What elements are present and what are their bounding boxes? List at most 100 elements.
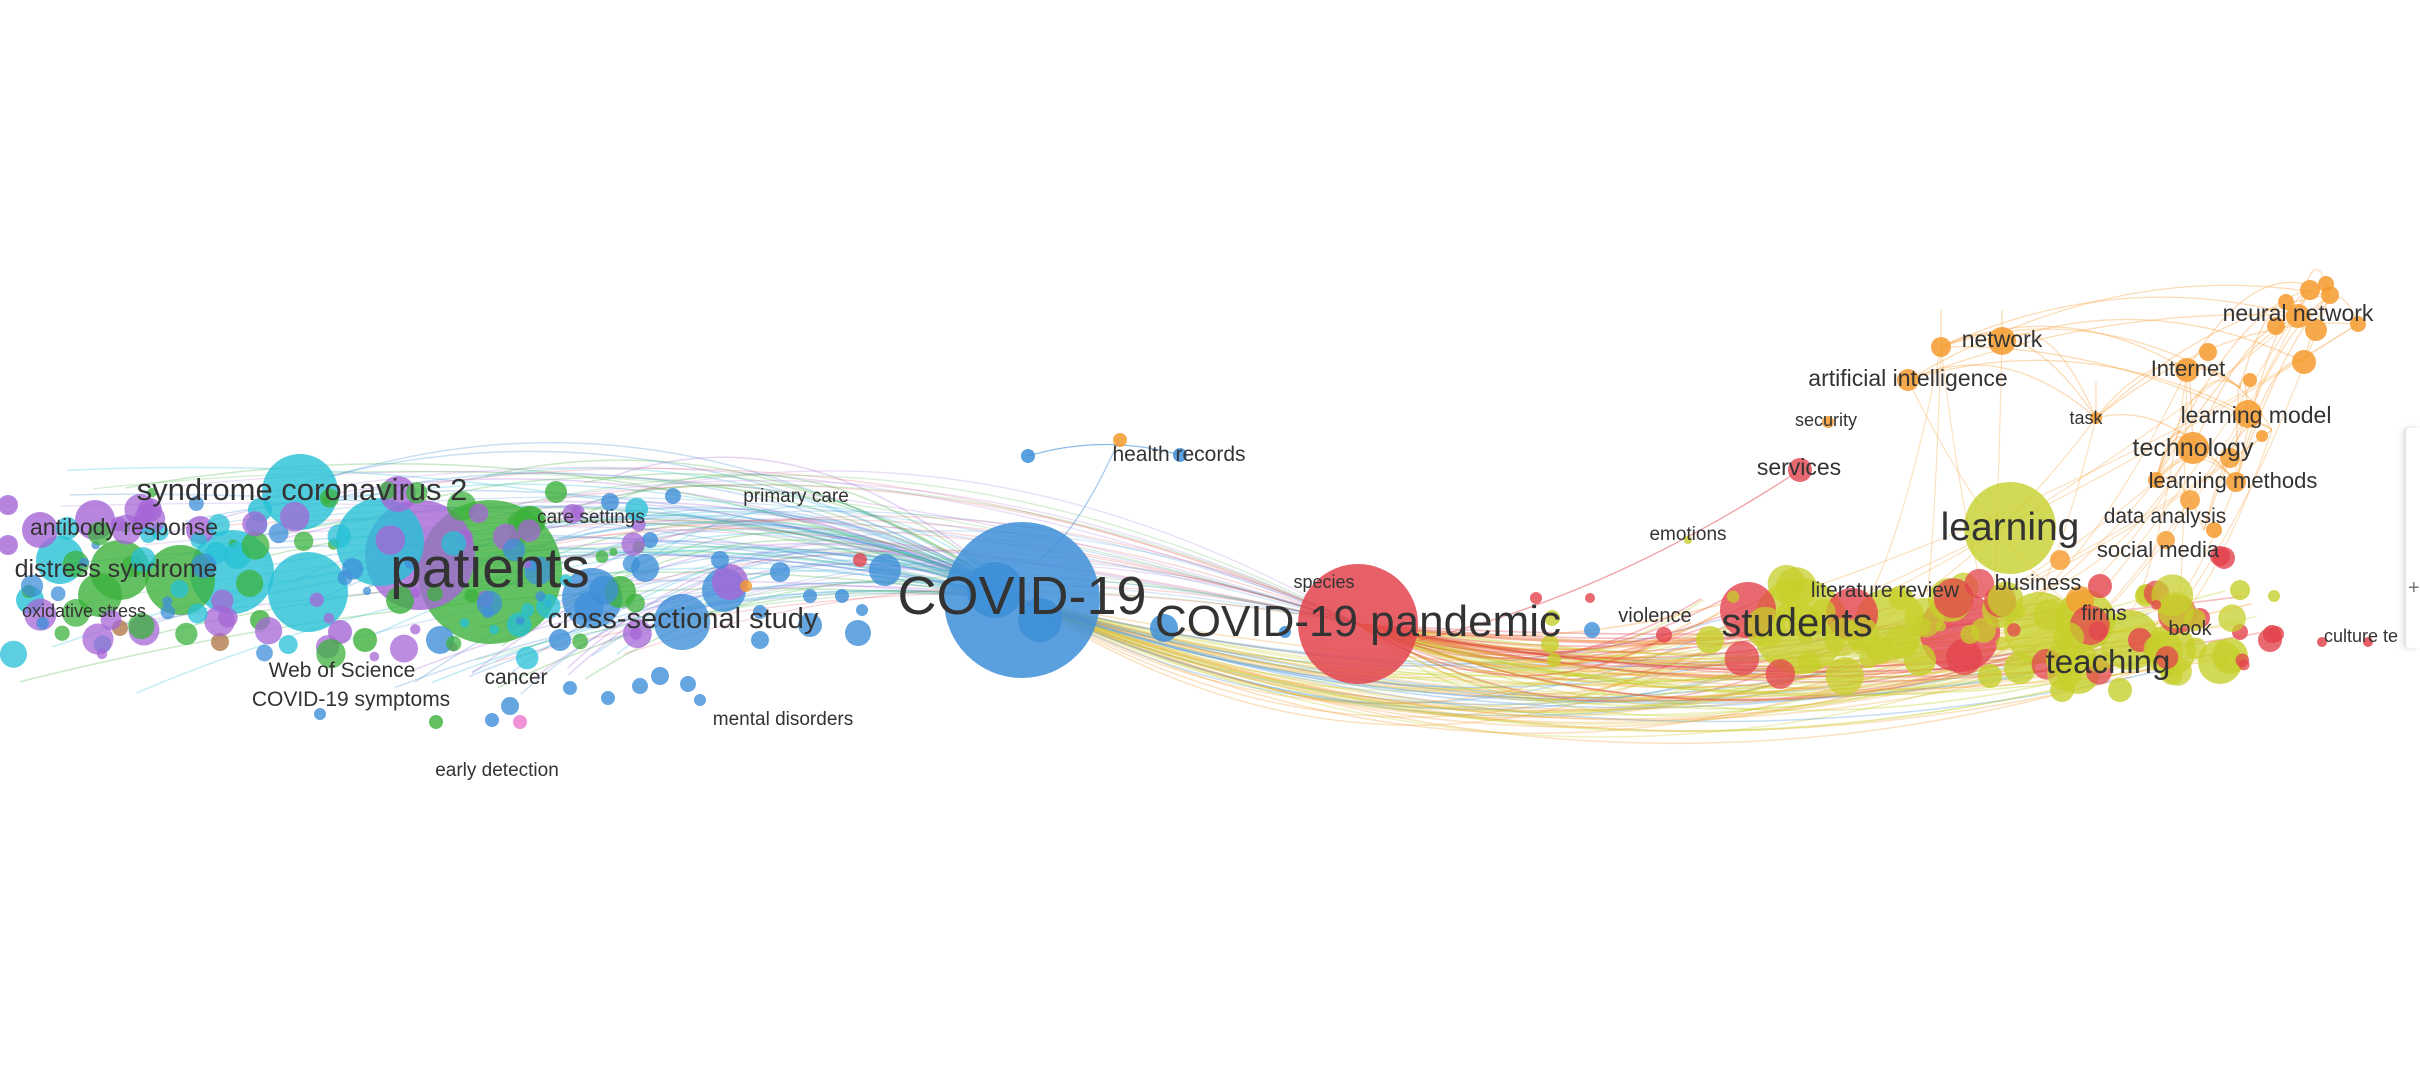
keyword-node[interactable]	[1767, 564, 1806, 603]
keyword-node[interactable]	[629, 627, 643, 640]
keyword-node[interactable]	[309, 592, 324, 607]
keyword-node[interactable]	[535, 591, 546, 602]
keyword-node[interactable]	[1584, 622, 1600, 638]
keyword-node[interactable]	[2256, 430, 2268, 442]
keyword-node[interactable]	[2318, 276, 2334, 292]
keyword-node[interactable]	[770, 562, 790, 582]
keyword-node[interactable]	[2268, 590, 2280, 602]
label-web-of-science[interactable]: Web of Science	[269, 659, 416, 682]
keyword-node[interactable]	[2108, 678, 2132, 702]
keyword-node[interactable]	[1897, 369, 1919, 391]
keyword-node[interactable]	[353, 628, 377, 652]
keyword-node[interactable]	[642, 532, 658, 548]
keyword-node[interactable]	[481, 606, 495, 619]
keyword-node[interactable]	[1021, 449, 1035, 463]
keyword-node[interactable]	[323, 612, 335, 624]
keyword-node[interactable]	[562, 504, 583, 524]
keyword-node[interactable]	[390, 634, 419, 663]
keyword-node[interactable]	[386, 586, 414, 614]
keyword-node[interactable]	[2183, 608, 2206, 631]
keyword-node[interactable]	[2047, 656, 2082, 691]
keyword-node[interactable]	[1530, 592, 1542, 604]
keyword-node[interactable]	[100, 609, 122, 631]
keyword-node[interactable]	[711, 551, 729, 569]
keyword-node[interactable]	[279, 502, 310, 532]
keyword-node[interactable]	[78, 573, 122, 617]
keyword-node[interactable]	[327, 524, 352, 548]
keyword-node[interactable]	[1946, 638, 1983, 675]
health-records-node[interactable]	[1173, 448, 1187, 462]
keyword-node[interactable]	[2235, 653, 2250, 668]
keyword-node[interactable]	[130, 547, 156, 572]
label-security[interactable]: security	[1795, 410, 1857, 430]
keyword-node[interactable]	[501, 697, 519, 715]
keyword-node[interactable]	[1825, 656, 1864, 696]
keyword-node[interactable]	[0, 535, 18, 555]
keyword-node[interactable]	[621, 532, 645, 556]
keyword-node[interactable]	[2263, 625, 2281, 643]
keyword-node[interactable]	[322, 495, 332, 505]
keyword-node[interactable]	[62, 599, 90, 627]
label-cross-sectional-study[interactable]: cross-sectional study	[548, 603, 819, 635]
keyword-node[interactable]	[1987, 581, 2024, 618]
keyword-node[interactable]	[2292, 350, 2316, 374]
keyword-node[interactable]	[316, 638, 346, 669]
keyword-node[interactable]	[665, 488, 681, 504]
keyword-node[interactable]	[1724, 641, 1760, 676]
keyword-node[interactable]	[241, 531, 270, 560]
keyword-node[interactable]	[2175, 358, 2199, 382]
keyword-node[interactable]	[459, 618, 470, 628]
keyword-node[interactable]	[1995, 636, 2010, 651]
keyword-node[interactable]	[680, 676, 696, 692]
label-covid19-pandemic[interactable]: COVID-19 pandemic	[1155, 597, 1561, 646]
keyword-node[interactable]	[2317, 637, 2327, 647]
keyword-node[interactable]	[2234, 400, 2262, 428]
keyword-node[interactable]	[1585, 593, 1595, 603]
keyword-node[interactable]	[515, 616, 525, 626]
covid19-node[interactable]	[944, 522, 1100, 678]
keyword-node[interactable]	[410, 588, 421, 599]
keyword-node[interactable]	[111, 514, 142, 545]
keyword-node[interactable]	[2087, 649, 2112, 674]
keyword-node[interactable]	[1964, 482, 2056, 574]
keyword-node[interactable]	[134, 503, 166, 535]
keyword-node[interactable]	[2305, 319, 2327, 341]
keyword-node[interactable]	[147, 487, 157, 498]
keyword-node[interactable]	[2286, 304, 2310, 328]
keyword-node[interactable]	[337, 570, 353, 586]
keyword-node[interactable]	[1933, 578, 1974, 619]
keyword-node[interactable]	[1788, 458, 1812, 482]
keyword-node[interactable]	[601, 493, 619, 511]
keyword-node[interactable]	[2177, 432, 2209, 464]
keyword-node[interactable]	[869, 554, 901, 586]
label-learning[interactable]: learning	[1941, 506, 2080, 549]
label-book[interactable]: book	[2168, 618, 2212, 640]
keyword-node[interactable]	[2088, 574, 2112, 598]
keyword-node[interactable]	[406, 482, 428, 504]
keyword-node[interactable]	[1150, 614, 1178, 642]
label-teaching[interactable]: teaching	[2046, 643, 2171, 680]
keyword-node[interactable]	[1765, 659, 1796, 689]
label-antibody-response[interactable]: antibody response	[30, 514, 218, 540]
keyword-node[interactable]	[468, 503, 489, 524]
keyword-node[interactable]	[601, 691, 615, 705]
keyword-node[interactable]	[485, 713, 499, 727]
keyword-node[interactable]	[464, 588, 479, 603]
keyword-node[interactable]	[2032, 599, 2064, 631]
keyword-node[interactable]	[753, 605, 767, 619]
label-distress-syndrome[interactable]: distress syndrome	[15, 555, 218, 583]
label-emotions[interactable]: emotions	[1649, 524, 1726, 545]
keyword-node[interactable]	[2267, 317, 2285, 335]
covid19-pandemic-node[interactable]	[1298, 564, 1418, 684]
keyword-node[interactable]	[160, 604, 176, 620]
label-social-media[interactable]: social media	[2097, 537, 2220, 562]
label-oxidative-stress[interactable]: oxidative stress	[22, 601, 146, 621]
label-artificial-intelligence[interactable]: artificial intelligence	[1808, 365, 2007, 391]
label-primary-care[interactable]: primary care	[743, 486, 849, 507]
label-cancer[interactable]: cancer	[484, 666, 547, 689]
keyword-node[interactable]	[1696, 626, 1724, 654]
keyword-node[interactable]	[845, 620, 871, 646]
keyword-node[interactable]	[1859, 649, 1879, 669]
keyword-node[interactable]	[835, 589, 849, 603]
keyword-node[interactable]	[545, 481, 567, 503]
